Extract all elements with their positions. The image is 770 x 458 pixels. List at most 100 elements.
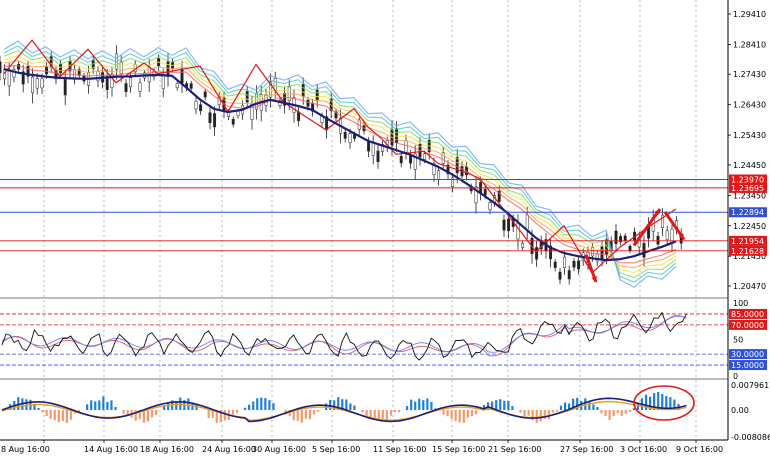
macd-bar [329,399,332,410]
macd-bar [446,410,449,417]
rsi-panel[interactable] [0,311,728,366]
macd-tick-label: 0.00 [731,406,749,415]
macd-bar [644,394,648,410]
macd-bar [653,393,656,410]
price-panel[interactable] [0,39,728,288]
price-level-badge [729,245,767,256]
trend-arrows [584,208,686,283]
macd-tick-label: 0.0079617 [731,381,770,390]
candle-body [231,119,235,125]
candle-body [614,230,618,244]
macd-bar [138,410,141,420]
rsi-scale[interactable]: 100 50 0 85.0000 70.0000 30.0000 15.0000 [729,299,767,381]
macd-bar [592,404,595,410]
price-tick-label: 1.29410 [733,10,766,19]
macd-bar [69,410,73,420]
macd-bar [369,410,372,419]
macd-bar [49,410,52,419]
ribbon-line [3,40,677,288]
macd-bar [296,410,299,421]
trend-arrow [632,208,662,247]
time-tick-label: 9 Oct 16:00 [676,445,723,454]
price-scale[interactable]: 1.29410 1.28410 1.27430 1.26430 1.25430 1.244… [728,10,767,291]
macd-bar [207,410,210,419]
candle-body [399,155,403,164]
macd-bar [636,403,640,410]
rsi-level-label: 70.0000 [731,321,764,330]
time-axis[interactable]: 8 Aug 16:00 14 Aug 16:00 18 Aug 16:00 24 Au… [1,440,723,454]
macd-bar [632,408,635,410]
candle-body [12,69,16,78]
candle-body [161,75,165,89]
macd-bar [256,398,259,410]
time-tick-label: 11 Sep 16:00 [373,445,426,454]
macd-scale[interactable]: 0.0079617 0.00 -0.0080865 [731,381,770,442]
macd-bar [527,410,530,416]
candle-body [423,153,427,160]
candle-body [269,81,273,98]
macd-bar [345,399,348,410]
candle-body [521,243,525,248]
time-tick-label: 8 Aug 16:00 [1,445,50,454]
candle-body [577,260,581,270]
price-level-badge [729,174,767,185]
macd-bar [414,401,417,410]
candle-body [301,84,305,97]
candle-body [199,104,203,112]
macd-main-line [1,397,687,423]
macd-bar [365,410,368,417]
candle-body [119,61,123,75]
macd-panel[interactable] [1,385,695,424]
macd-bar [580,401,583,410]
price-level-label: 1.22894 [731,208,764,217]
time-tick-label: 21 Sep 16:00 [488,445,541,454]
price-tick-label: 1.23450 [733,191,766,200]
macd-bar [304,410,307,419]
macd-bar [608,410,611,421]
price-tick-label: 1.28410 [733,40,766,49]
macd-bar [563,402,567,410]
macd-bar [547,410,550,420]
candle-body [455,157,459,174]
macd-bar [543,410,546,420]
macd-bar [248,404,251,410]
macd-bar [649,396,652,410]
candle-body [525,214,529,230]
macd-bar [503,400,506,410]
trend-arrow [663,211,686,241]
macd-bar [146,410,149,422]
macd-bar [572,398,575,410]
candle-body [0,61,2,74]
macd-bar [98,400,101,410]
candle-body [376,150,380,162]
macd-bar [596,407,599,410]
candle-body [334,111,338,119]
ribbon-band [3,40,677,288]
macd-bar [406,406,409,410]
macd-bar [450,410,453,420]
macd-bar [231,410,235,415]
macd-bar [61,410,64,421]
macd-bar [397,410,401,413]
macd-bar [361,410,364,413]
candle-body [451,177,455,187]
price-tick-label: 1.27430 [733,70,766,79]
price-tick-label: 1.21450 [733,252,766,261]
macd-bar [616,410,619,414]
price-level-label: 1.21628 [731,247,764,256]
candle-body [40,78,44,89]
rsi-level-badge [729,308,767,319]
candle-body [623,235,627,242]
macd-bar [316,410,320,412]
macd-bar [373,410,376,419]
candle-body [497,190,501,202]
macd-bar [507,400,510,410]
price-level-label: 1.23695 [731,184,764,193]
candle-body [213,113,217,128]
candle-body [367,141,371,152]
macd-bar [523,410,526,416]
macd-bar [474,410,478,415]
macd-bar [442,410,445,415]
time-tick-label: 3 Oct 16:00 [620,445,667,454]
